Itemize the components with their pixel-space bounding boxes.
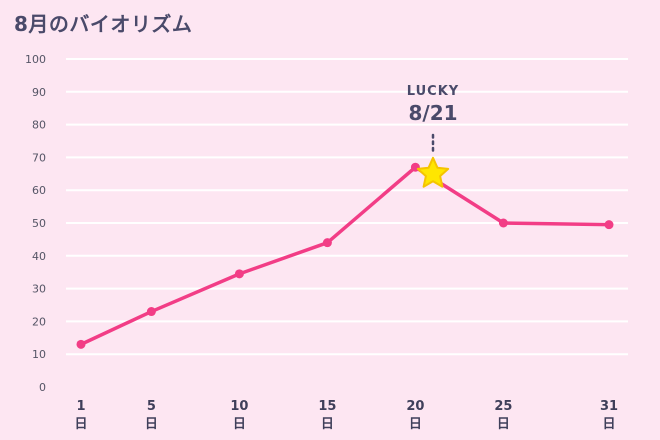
- data-point-1: [146, 307, 156, 317]
- x-tick-unit-10: 日: [233, 417, 246, 432]
- grid-lines: [66, 58, 628, 356]
- data-point-6: [604, 220, 614, 230]
- x-tick-unit-25: 日: [497, 417, 510, 432]
- data-point-2: [234, 269, 244, 279]
- data-point-3: [322, 238, 332, 248]
- y-tick-label-40: 40: [32, 250, 46, 263]
- y-tick-label-80: 80: [32, 119, 46, 132]
- x-tick-unit-5: 日: [145, 417, 158, 432]
- x-tick-unit-15: 日: [321, 417, 334, 432]
- y-tick-label-20: 20: [32, 315, 46, 328]
- x-tick-label-1: 1: [76, 399, 85, 414]
- y-tick-label-50: 50: [32, 217, 46, 230]
- y-tick-label-10: 10: [32, 348, 46, 361]
- y-tick-label-30: 30: [32, 283, 46, 296]
- series-group: [76, 162, 614, 349]
- y-tick-label-100: 100: [25, 53, 46, 66]
- x-axis-ticks: 1 日 5 日 10 日 15 日 20 日 25 日 31 日: [74, 399, 618, 432]
- x-tick-unit-1: 日: [74, 417, 87, 432]
- data-point-5: [498, 218, 508, 228]
- lucky-date: 8/21: [408, 101, 457, 125]
- x-tick-label-20: 20: [406, 399, 424, 414]
- y-tick-label-90: 90: [32, 86, 46, 99]
- y-tick-label-70: 70: [32, 151, 46, 164]
- y-tick-label-60: 60: [32, 184, 46, 197]
- x-tick-unit-20: 日: [409, 417, 422, 432]
- x-tick-label-31: 31: [600, 399, 618, 414]
- x-tick-label-10: 10: [230, 399, 248, 414]
- x-tick-label-5: 5: [147, 399, 156, 414]
- lucky-annotation: LUCKY 8/21: [407, 84, 459, 188]
- y-tick-label-0: 0: [39, 381, 46, 394]
- x-tick-label-15: 15: [318, 399, 336, 414]
- x-tick-label-25: 25: [494, 399, 512, 414]
- star-icon: [416, 156, 450, 188]
- y-axis-ticks: 0 10 20 30 40 50 60 70 80 90 100: [25, 53, 46, 394]
- lucky-label: LUCKY: [407, 84, 459, 99]
- x-tick-unit-31: 日: [602, 417, 615, 432]
- data-point-0: [76, 339, 86, 349]
- page-title: 8月のバイオリズム: [14, 12, 193, 36]
